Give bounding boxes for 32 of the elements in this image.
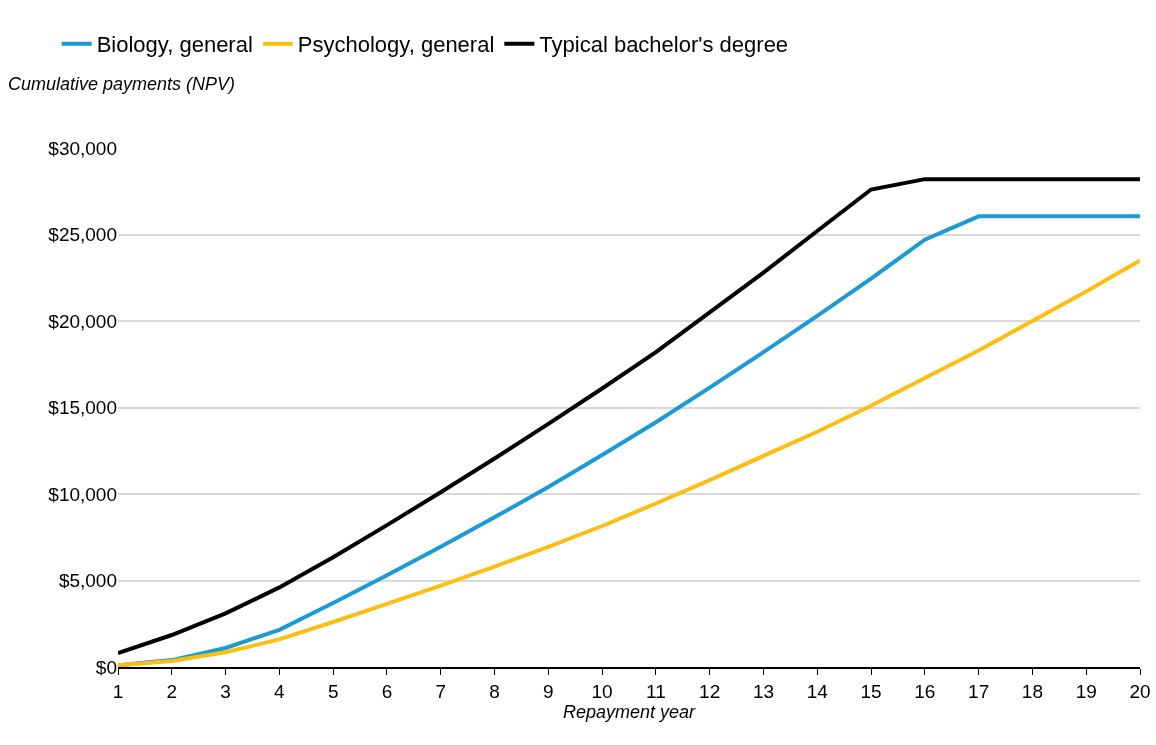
y-axis-title: Cumulative payments (NPV) <box>8 74 236 94</box>
x-tick-label: 8 <box>489 680 500 702</box>
legend-label: Psychology, general <box>297 32 495 58</box>
x-tick-label: 5 <box>327 680 339 702</box>
x-tick-label: 19 <box>1075 680 1097 702</box>
x-tick-label: 4 <box>274 680 286 702</box>
x-axis-title: Repayment year <box>562 701 697 722</box>
legend-label: Typical bachelor's degree <box>539 32 789 58</box>
x-tick-label: 13 <box>752 680 775 702</box>
x-tick-label: 15 <box>860 680 882 702</box>
y-tick-label: $10,000 <box>48 483 117 505</box>
x-tick-label: 12 <box>699 680 721 702</box>
y-tick-label: $30,000 <box>48 137 117 159</box>
x-tick-label: 18 <box>1021 680 1043 702</box>
y-tick-label: $25,000 <box>48 224 117 246</box>
y-tick-label: $5,000 <box>58 570 117 592</box>
x-tick-label: 11 <box>646 680 666 702</box>
x-tick-label: 6 <box>381 680 393 702</box>
x-tick-label: 16 <box>914 680 936 702</box>
x-tick-label: 20 <box>1129 680 1151 702</box>
x-tick-label: 3 <box>220 680 231 702</box>
x-tick-label: 9 <box>543 680 554 702</box>
legend-label: Biology, general <box>96 32 253 58</box>
x-tick-label: 7 <box>435 680 447 702</box>
y-tick-label: $0 <box>95 656 117 678</box>
x-tick-label: 1 <box>112 680 124 702</box>
x-tick-label: 2 <box>166 680 178 702</box>
x-tick-label: 10 <box>591 680 613 702</box>
y-tick-label: $20,000 <box>48 310 117 332</box>
x-tick-label: 14 <box>806 680 829 702</box>
x-tick-label: 17 <box>968 680 990 702</box>
y-tick-label: $15,000 <box>48 397 117 419</box>
